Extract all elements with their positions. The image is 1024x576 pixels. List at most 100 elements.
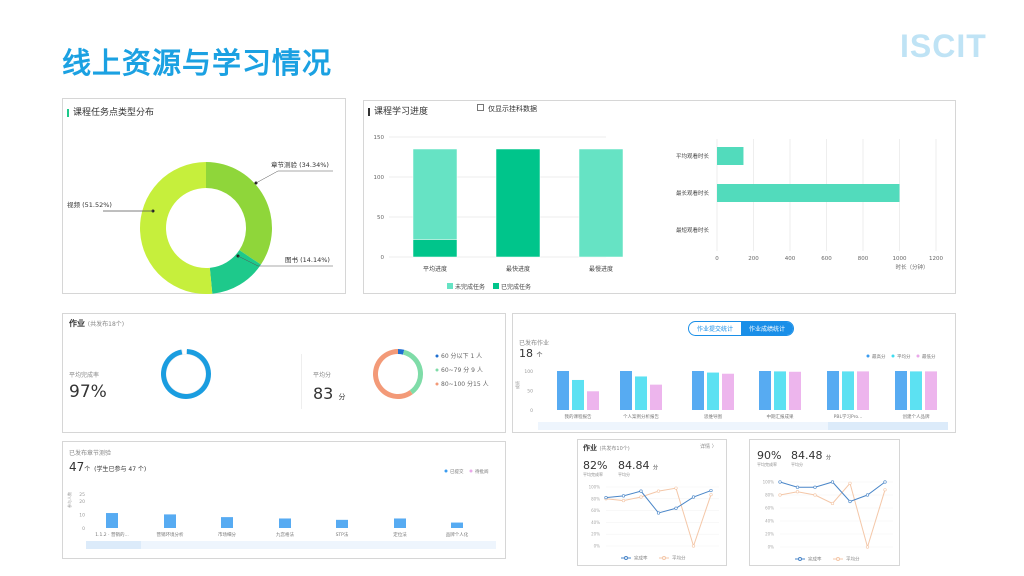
legend-label: 最低分 xyxy=(922,353,936,360)
donut-slice xyxy=(398,349,405,355)
bar xyxy=(717,184,900,202)
y-tick-label: 平均观看时长 xyxy=(676,152,710,160)
legend-label: 平均分 xyxy=(897,353,911,360)
legend-swatch xyxy=(447,283,453,289)
legend-label: 完成率 xyxy=(634,555,648,562)
legend-label: 最高分 xyxy=(872,353,886,360)
scrollbar-thumb[interactable] xyxy=(86,541,141,549)
data-point xyxy=(795,490,800,494)
rate-label: 平均完成率 xyxy=(757,462,777,467)
y-tick-label: 80% xyxy=(765,493,774,498)
donut-slice xyxy=(139,162,213,294)
panel-title: 课程任务点类型分布 xyxy=(73,108,155,118)
x-tick-label: 创建个人品牌 xyxy=(903,413,930,420)
donut-slice xyxy=(182,349,186,355)
panel-title: 作业 xyxy=(583,444,597,452)
avg-value: 83 xyxy=(313,384,334,403)
data-point xyxy=(778,480,782,484)
x-tick-label: 600 xyxy=(821,256,832,262)
score-label: 平均分 xyxy=(618,472,630,477)
failed-only-checkbox[interactable]: 仅显示挂科数据 xyxy=(477,104,537,114)
legend-label: 80~100 分15 人 xyxy=(441,380,489,388)
x-tick-label: 我的课程报告 xyxy=(565,413,592,420)
data-point xyxy=(883,480,887,484)
x-tick-label: 最慢进度 xyxy=(589,265,613,273)
legend-marker xyxy=(662,556,666,560)
x-tick-label: 平均进度 xyxy=(423,265,447,273)
count-label: 已发布作业 xyxy=(519,340,550,347)
x-tick-label: 市场细分 xyxy=(218,531,236,538)
data-point xyxy=(830,480,835,484)
y-tick-label: 20% xyxy=(765,532,774,537)
divider xyxy=(301,354,302,409)
data-point xyxy=(656,511,661,515)
detail-link[interactable]: 详情 〉 xyxy=(700,444,717,450)
bar xyxy=(692,371,704,410)
data-point xyxy=(709,488,713,493)
bar xyxy=(650,384,662,410)
chart-scrollbar[interactable] xyxy=(538,422,948,430)
rate-value: 90% xyxy=(757,449,782,462)
title-marker xyxy=(67,108,69,117)
legend-label: 60 分以下 1 人 xyxy=(441,352,482,360)
x-tick-label: 800 xyxy=(858,256,869,262)
checkbox-box[interactable] xyxy=(477,104,484,111)
scrollbar-thumb[interactable] xyxy=(828,422,948,430)
legend-dot xyxy=(435,368,439,372)
data-point xyxy=(639,489,643,493)
rate-value: 82% xyxy=(583,459,608,472)
chart-scrollbar[interactable] xyxy=(86,541,496,549)
legend-label: 60~79 分 9 人 xyxy=(441,366,483,374)
score-unit: 分 xyxy=(826,455,832,461)
legend-marker xyxy=(836,557,840,561)
x-tick-label: 200 xyxy=(748,256,759,262)
y-tick-label: 0 xyxy=(381,255,385,261)
data-point xyxy=(639,495,643,499)
bar xyxy=(707,372,719,410)
data-point xyxy=(778,493,782,497)
title-marker xyxy=(368,107,370,116)
x-tick-label: 最快进度 xyxy=(506,265,530,273)
x-tick-label: PBL学习Pro... xyxy=(834,413,863,420)
x-tick-label: 营销环境分析 xyxy=(157,531,184,538)
x-tick-label: 1000 xyxy=(893,256,907,262)
legend-swatch xyxy=(493,283,499,289)
x-tick-label: 400 xyxy=(785,256,796,262)
count-unit: 个 xyxy=(84,466,91,473)
y-tick-label: 0 xyxy=(82,526,85,532)
bar xyxy=(221,517,233,528)
panel-title: 课程学习进度 xyxy=(374,107,429,117)
score-label: 平均分 xyxy=(791,462,803,467)
tab-submission-stats[interactable]: 作业提交统计 xyxy=(697,326,734,333)
y-axis-label: 参与人数 xyxy=(66,492,72,508)
rate-label: 平均完成率 xyxy=(583,472,603,477)
bar-segment xyxy=(412,148,458,240)
y-tick-label: 100% xyxy=(589,485,601,490)
label-leader xyxy=(255,170,333,184)
x-tick-label: STP法 xyxy=(336,531,349,538)
legend-label: 已提交 xyxy=(450,468,464,475)
y-tick-label: 20 xyxy=(79,499,85,505)
task-type-panel: 课程任务点类型分布 章节测验 (34.34%) 图书 (14.14%) 视频 (51… xyxy=(62,98,346,294)
legend-dot xyxy=(444,469,448,473)
donut-slice xyxy=(402,349,423,395)
x-tick-label: 中期汇报成果 xyxy=(767,413,794,420)
line-chart-1: 0% 20% 40% 60% 80% 100% 完成率 平均分 xyxy=(589,485,719,562)
y-tick-label: 最长观看时长 xyxy=(676,189,710,197)
series-line xyxy=(605,490,712,514)
rate-label: 平均完成率 xyxy=(69,372,100,379)
legend-dot xyxy=(891,354,895,358)
hw-line-panel-2: 90% 平均完成率 84.48 分 平均分 0% 20% 40% 60% 80% 100%… xyxy=(749,439,900,566)
stats-toggle[interactable]: 作业提交统计 作业成绩统计 xyxy=(688,321,795,336)
tab-score-stats[interactable]: 作业成绩统计 xyxy=(741,322,794,335)
bar xyxy=(279,518,291,528)
donut-slice xyxy=(161,349,211,399)
data-point xyxy=(813,485,817,489)
y-tick-label: 0% xyxy=(594,544,601,549)
bar xyxy=(106,513,118,528)
line-chart-2: 0% 20% 40% 60% 80% 100% 完成率 平均分 xyxy=(763,480,893,563)
donut-slice xyxy=(206,162,272,265)
bar xyxy=(587,391,599,410)
